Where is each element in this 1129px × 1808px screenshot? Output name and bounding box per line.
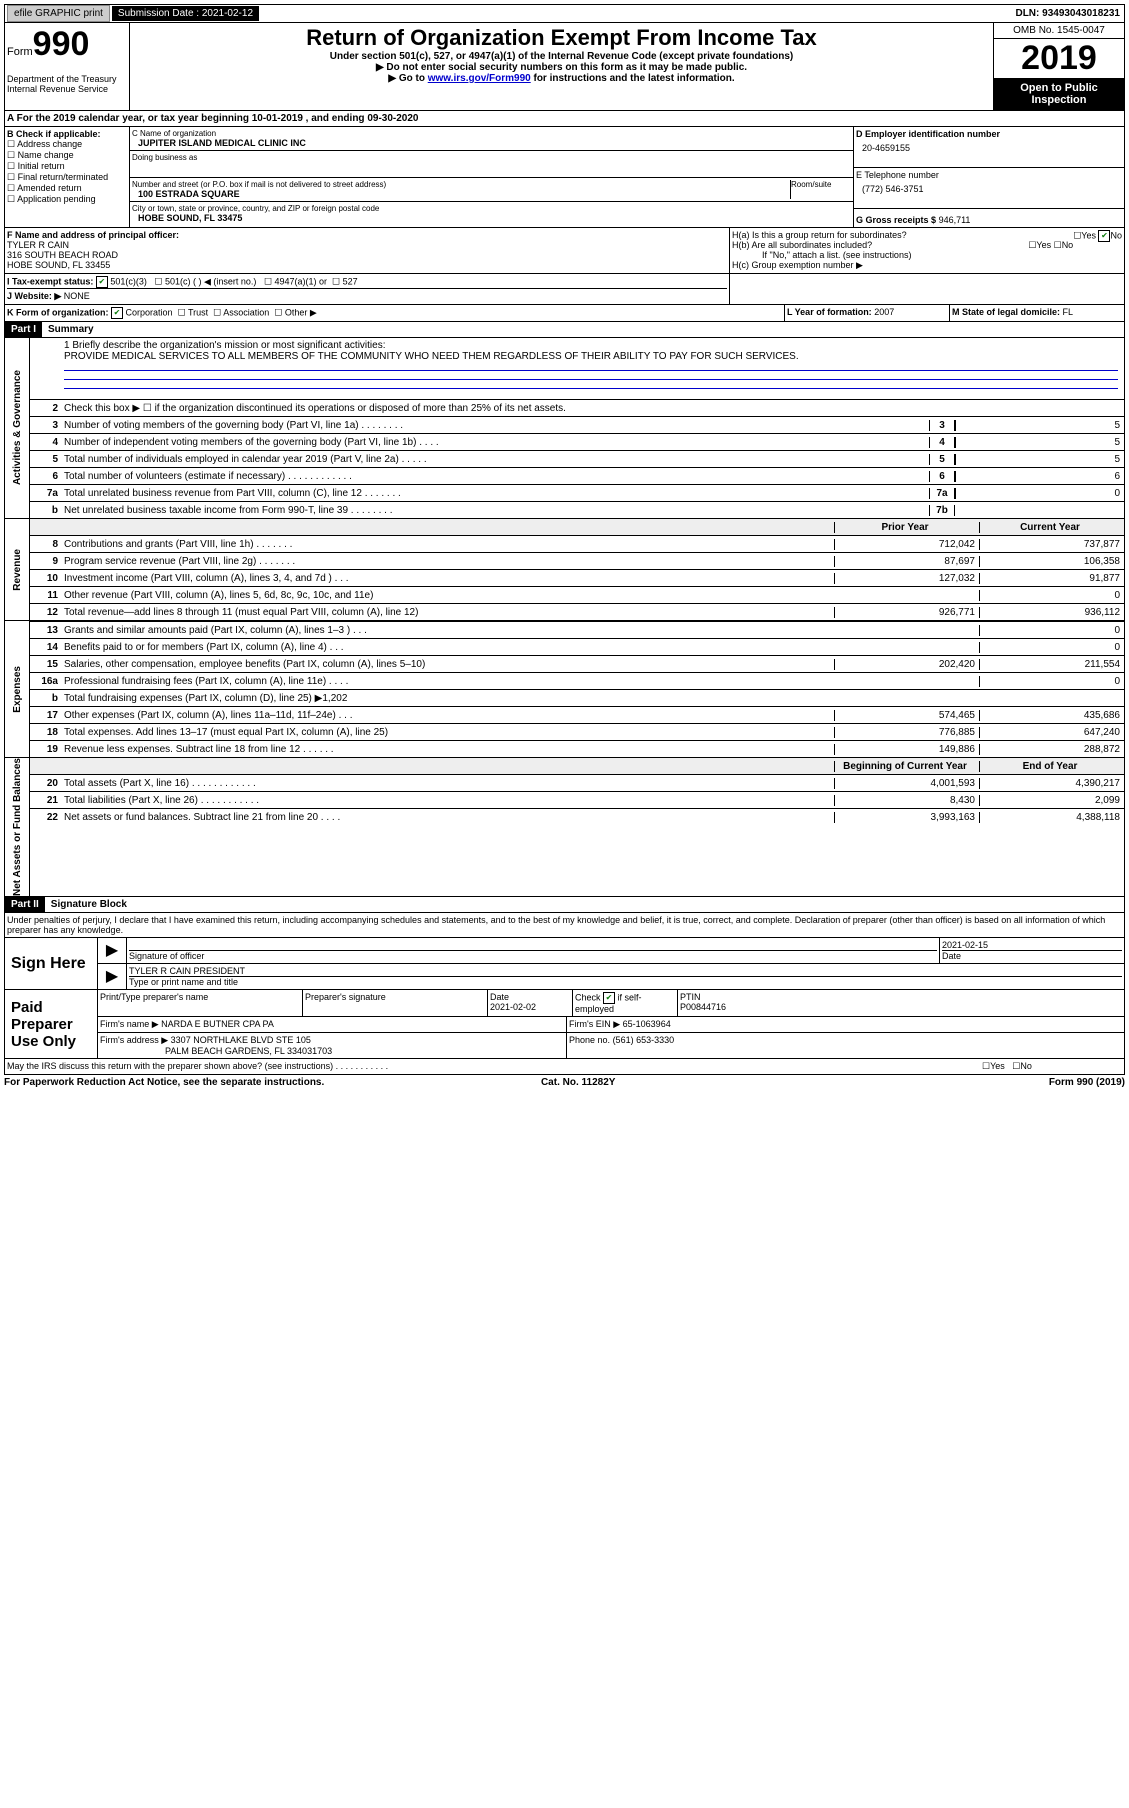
box-f-label: F Name and address of principal officer:	[7, 230, 179, 240]
firm-phone: (561) 653-3330	[613, 1035, 675, 1045]
mission-text: PROVIDE MEDICAL SERVICES TO ALL MEMBERS …	[64, 351, 1118, 362]
row-a-tax-year: A For the 2019 calendar year, or tax yea…	[4, 111, 1125, 127]
footer-right: Form 990 (2019)	[1049, 1077, 1125, 1088]
part2-title: Signature Block	[45, 899, 127, 910]
gross-val: 946,711	[939, 215, 971, 225]
org-name-label: C Name of organization	[132, 129, 851, 138]
form-title: Return of Organization Exempt From Incom…	[132, 25, 991, 51]
form-sub2: ▶ Do not enter social security numbers o…	[132, 62, 991, 73]
room-label: Room/suite	[791, 180, 851, 189]
phone-label: E Telephone number	[856, 170, 1122, 180]
gross-label: G Gross receipts $	[856, 215, 936, 225]
sig-officer-label: Signature of officer	[129, 950, 937, 961]
website-val: NONE	[64, 291, 90, 301]
footer-mid: Cat. No. 11282Y	[541, 1077, 615, 1088]
ha-no-check[interactable]	[1098, 230, 1110, 242]
ein-label: D Employer identification number	[856, 129, 1122, 139]
dba-label: Doing business as	[132, 153, 851, 162]
phone-val: (772) 546-3751	[856, 180, 1122, 194]
state-domicile: FL	[1063, 307, 1074, 317]
side-expenses: Expenses	[5, 621, 30, 757]
sig-date: 2021-02-15	[942, 940, 1122, 950]
city-label: City or town, state or province, country…	[132, 204, 851, 213]
form-sub3: ▶ Go to www.irs.gov/Form990 for instruct…	[132, 73, 991, 84]
side-governance: Activities & Governance	[5, 338, 30, 518]
chk-amended[interactable]: ☐ Amended return	[7, 183, 127, 194]
prep-sig-h: Preparer's signature	[303, 990, 488, 1016]
firm-ein: 65-1063964	[623, 1019, 671, 1029]
efile-btn[interactable]: efile GRAPHIC print	[7, 5, 110, 22]
prep-date: 2021-02-02	[490, 1002, 536, 1012]
chk-final-return[interactable]: ☐ Final return/terminated	[7, 172, 127, 183]
line2: Check this box ▶ ☐ if the organization d…	[64, 402, 1124, 415]
ein-val: 20-4659155	[856, 139, 1122, 153]
box-b-label: B Check if applicable:	[7, 129, 127, 139]
form-label: Form	[7, 46, 33, 58]
chk-address-change[interactable]: ☐ Address change	[7, 139, 127, 150]
sig-name-label: Type or print name and title	[129, 976, 1122, 987]
irs-link[interactable]: www.irs.gov/Form990	[428, 73, 531, 84]
form-number: 990	[33, 25, 90, 63]
block-bcdeg: B Check if applicable: ☐ Address change …	[4, 127, 1125, 228]
paid-prep-label: Paid Preparer Use Only	[5, 990, 98, 1058]
firm-addr1: 3307 NORTHLAKE BLVD STE 105	[171, 1035, 311, 1045]
side-revenue: Revenue	[5, 519, 30, 620]
h-b: H(b) Are all subordinates included? ☐Yes…	[732, 240, 1122, 250]
col-current: Current Year	[979, 522, 1124, 533]
mission-label: 1 Briefly describe the organization's mi…	[64, 340, 1118, 351]
tax-exempt-label: I Tax-exempt status: 501(c)(3) ☐ 501(c) …	[7, 276, 727, 288]
open-public: Open to Public Inspection	[994, 78, 1124, 110]
discuss-question: May the IRS discuss this return with the…	[7, 1061, 982, 1072]
submission-date: Submission Date : 2021-02-12	[112, 6, 259, 21]
officer-addr1: 316 SOUTH BEACH ROAD	[7, 250, 727, 260]
dln: DLN: 93493043018231	[1015, 8, 1124, 19]
chk-pending[interactable]: ☐ Application pending	[7, 194, 127, 205]
officer-name: TYLER R CAIN	[7, 240, 727, 250]
firm-name: NARDA E BUTNER CPA PA	[161, 1019, 274, 1029]
chk-501c3[interactable]	[96, 276, 108, 288]
col-prior: Prior Year	[834, 522, 979, 533]
sig-date-label: Date	[942, 950, 1122, 961]
h-c: H(c) Group exemption number ▶	[732, 260, 1122, 271]
side-netassets: Net Assets or Fund Balances	[5, 758, 30, 896]
website-label: J Website: ▶	[7, 291, 61, 301]
sig-declaration: Under penalties of perjury, I declare th…	[5, 913, 1124, 937]
tax-year: 2019	[994, 39, 1124, 78]
org-name: JUPITER ISLAND MEDICAL CLINIC INC	[132, 138, 851, 148]
part2-head: Part II	[5, 897, 45, 912]
efile-header: efile GRAPHIC print Submission Date : 20…	[4, 4, 1125, 23]
prep-name-h: Print/Type preparer's name	[98, 990, 303, 1016]
firm-addr2: PALM BEACH GARDENS, FL 334031703	[165, 1046, 332, 1056]
arrow-icon: ▶	[98, 938, 127, 963]
officer-addr2: HOBE SOUND, FL 33455	[7, 260, 727, 270]
h-b-note: If "No," attach a list. (see instruction…	[732, 250, 1122, 260]
sign-here-label: Sign Here	[5, 938, 98, 989]
city-val: HOBE SOUND, FL 33475	[132, 213, 851, 223]
chk-corp[interactable]	[111, 307, 123, 319]
omb-number: OMB No. 1545-0047	[994, 23, 1124, 39]
chk-self-employed[interactable]	[603, 992, 615, 1004]
block-fh: F Name and address of principal officer:…	[4, 228, 1125, 273]
arrow-icon: ▶	[98, 964, 127, 989]
form-header: Form990 Department of the Treasury Inter…	[4, 23, 1125, 111]
col-end: End of Year	[979, 761, 1124, 772]
ptin: P00844716	[680, 1002, 726, 1012]
addr-label: Number and street (or P.O. box if mail i…	[132, 180, 790, 189]
chk-name-change[interactable]: ☐ Name change	[7, 150, 127, 161]
footer-left: For Paperwork Reduction Act Notice, see …	[4, 1077, 324, 1088]
sig-name: TYLER R CAIN PRESIDENT	[129, 966, 1122, 976]
h-a: H(a) Is this a group return for subordin…	[732, 230, 1122, 240]
part1-title: Summary	[42, 324, 94, 335]
dept-treasury: Department of the Treasury Internal Reve…	[7, 74, 127, 94]
addr-val: 100 ESTRADA SQUARE	[132, 189, 790, 199]
part1-head: Part I	[5, 322, 42, 337]
form-sub1: Under section 501(c), 527, or 4947(a)(1)…	[132, 51, 991, 62]
year-formation: 2007	[874, 307, 894, 317]
chk-initial-return[interactable]: ☐ Initial return	[7, 161, 127, 172]
col-begin: Beginning of Current Year	[834, 761, 979, 772]
